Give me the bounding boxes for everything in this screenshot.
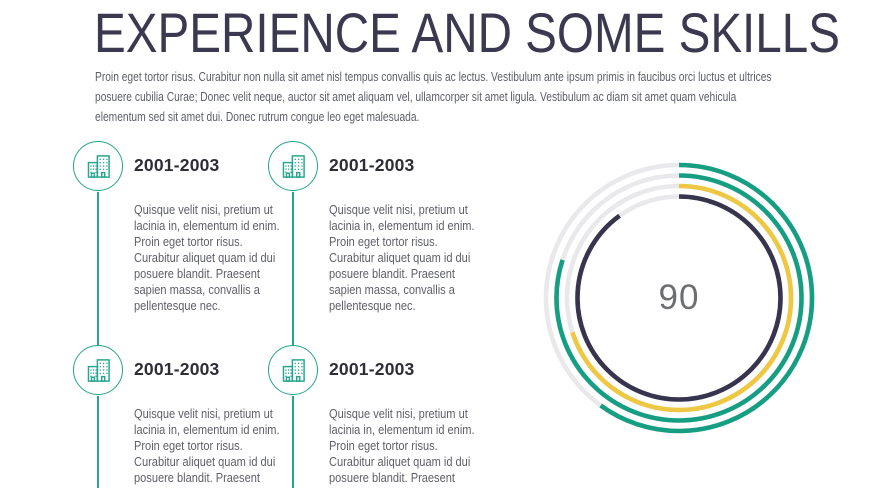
page-title: EXPERIENCE AND SOME SKILLS xyxy=(94,1,840,64)
timeline-body: Quisque velit nisi, pretium ut lacinia i… xyxy=(134,202,280,313)
building-icon xyxy=(87,358,110,382)
timeline-icon-badge xyxy=(73,141,123,191)
timeline-line xyxy=(97,192,99,345)
timeline-icon-badge xyxy=(268,345,318,395)
timeline-line xyxy=(292,192,294,345)
building-icon xyxy=(87,154,110,178)
intro-line: elementum sed sit amet dui. Donec rutrum… xyxy=(95,109,420,124)
ring-skill-outer xyxy=(543,162,815,434)
timeline-date: 2001-2003 xyxy=(329,155,415,175)
timeline-icon-badge xyxy=(268,141,318,191)
radial-rings xyxy=(543,162,815,434)
intro-line: Proin eget tortor risus. Curabitur non n… xyxy=(95,69,772,84)
ring-skill-3 xyxy=(564,183,794,413)
timeline-date: 2001-2003 xyxy=(134,359,220,379)
timeline-body: Quisque velit nisi, pretium ut lacinia i… xyxy=(134,406,280,488)
timeline-date: 2001-2003 xyxy=(134,155,220,175)
timeline-line xyxy=(97,396,99,488)
ring-skill-inner xyxy=(575,194,783,402)
skills-radial-chart xyxy=(534,153,824,443)
ring-skill-2 xyxy=(554,173,804,423)
timeline-line xyxy=(292,396,294,488)
intro-line: posuere cubilia Curae; Donec velit neque… xyxy=(95,89,737,104)
timeline-icon-badge xyxy=(73,345,123,395)
building-icon xyxy=(282,154,305,178)
chart-center-value: 90 xyxy=(658,278,700,317)
building-icon xyxy=(282,358,305,382)
intro-paragraph: Proin eget tortor risus. Curabitur non n… xyxy=(95,67,880,127)
timeline-body: Quisque velit nisi, pretium ut lacinia i… xyxy=(329,202,475,313)
timeline-body: Quisque velit nisi, pretium ut lacinia i… xyxy=(329,406,475,488)
timeline-date: 2001-2003 xyxy=(329,359,415,379)
